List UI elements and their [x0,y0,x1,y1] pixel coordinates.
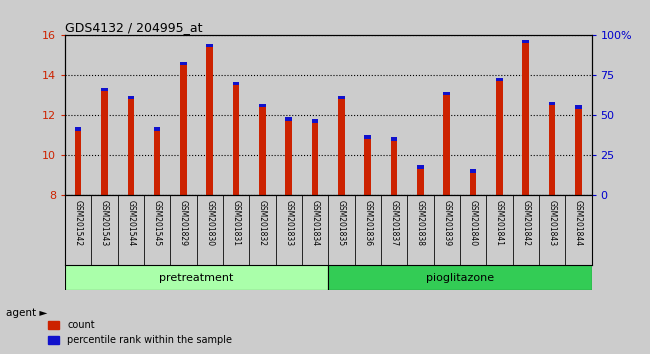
Text: GSM201838: GSM201838 [416,200,425,246]
Bar [355,195,381,265]
Bar [328,195,355,265]
Bar [496,78,502,81]
Bar [101,91,108,195]
Text: GSM201833: GSM201833 [284,200,293,246]
Bar [391,141,397,195]
Bar [170,195,196,265]
Bar [75,131,81,195]
Bar [65,195,91,265]
Bar [549,102,555,105]
Text: GSM201542: GSM201542 [73,200,83,246]
Bar [312,119,318,123]
Bar [180,62,187,65]
Legend: count, percentile rank within the sample: count, percentile rank within the sample [44,316,236,349]
Text: GSM201841: GSM201841 [495,200,504,246]
Bar [443,95,450,195]
Bar [65,265,328,290]
Bar [285,118,292,121]
Bar [259,103,266,107]
Text: GSM201543: GSM201543 [100,200,109,246]
Text: GSM201832: GSM201832 [258,200,267,246]
Bar [154,131,161,195]
Bar [302,195,328,265]
Text: GSM201545: GSM201545 [153,200,162,246]
Text: GSM201544: GSM201544 [126,200,135,246]
Text: GSM201830: GSM201830 [205,200,214,246]
Bar [365,139,371,195]
Text: agent ►: agent ► [6,308,48,318]
Bar [486,195,513,265]
Text: GSM201831: GSM201831 [231,200,240,246]
Bar [207,47,213,195]
Bar [407,195,434,265]
Bar [101,87,108,91]
Bar [233,85,239,195]
Bar [75,127,81,131]
Text: pioglitazone: pioglitazone [426,273,494,282]
Bar [417,169,424,195]
Bar [144,195,170,265]
Bar [196,195,223,265]
Bar [91,195,118,265]
Text: GDS4132 / 204995_at: GDS4132 / 204995_at [65,21,203,34]
Bar [207,44,213,47]
Bar [180,65,187,195]
Bar [338,96,344,99]
Bar [549,105,555,195]
Bar [470,173,476,195]
Text: GSM201843: GSM201843 [547,200,556,246]
Bar [575,109,582,195]
Bar [417,165,424,169]
Bar [513,195,539,265]
Bar [523,44,529,195]
Bar [434,195,460,265]
Bar [127,99,134,195]
Bar [443,92,450,95]
Text: GSM201829: GSM201829 [179,200,188,246]
Bar [470,169,476,173]
Bar [566,195,592,265]
Bar [259,107,266,195]
Bar [460,195,486,265]
Text: GSM201836: GSM201836 [363,200,372,246]
Bar [127,96,134,99]
Text: pretreatment: pretreatment [159,273,234,282]
Text: GSM201844: GSM201844 [574,200,583,246]
Bar [381,195,407,265]
Text: GSM201835: GSM201835 [337,200,346,246]
Text: GSM201842: GSM201842 [521,200,530,246]
Text: GSM201839: GSM201839 [442,200,451,246]
Bar [328,265,592,290]
Bar [338,99,344,195]
Bar [276,195,302,265]
Bar [312,123,318,195]
Bar [365,135,371,139]
Bar [285,121,292,195]
Text: GSM201840: GSM201840 [469,200,478,246]
Bar [250,195,276,265]
Bar [118,195,144,265]
Bar [391,137,397,141]
Bar [539,195,566,265]
Bar [154,127,161,131]
Bar [233,81,239,85]
Bar [523,40,529,44]
Bar [575,105,582,109]
Bar [223,195,250,265]
Text: GSM201834: GSM201834 [311,200,320,246]
Bar [496,81,502,195]
Text: GSM201837: GSM201837 [389,200,398,246]
